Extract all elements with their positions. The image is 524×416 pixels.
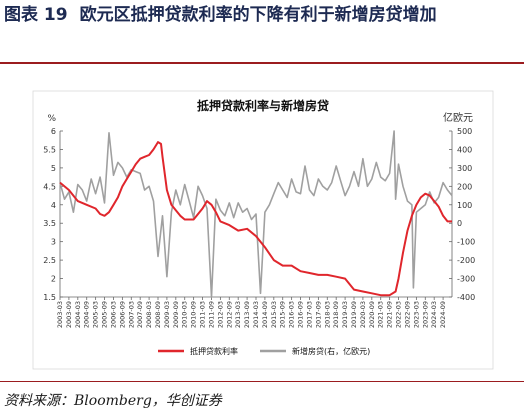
chart-frame (32, 90, 494, 370)
y-left-label: % (47, 114, 56, 124)
y-right-tick-label: -400 (457, 293, 475, 302)
x-tick-label: 2007-09 (136, 301, 144, 328)
caption-rule (0, 62, 524, 64)
x-tick-label: 2010-03 (181, 301, 189, 328)
x-tick-label: 2021-03 (377, 301, 385, 328)
y-right-tick-label: 0 (457, 219, 462, 228)
x-tick-label: 2012-09 (225, 301, 233, 328)
y-right-label: 亿欧元 (443, 111, 473, 124)
legend-label: 抵押贷款利率 (190, 346, 238, 356)
x-tick-label: 2008-03 (145, 301, 153, 328)
x-tick-label: 2015-09 (279, 301, 287, 328)
x-tick-label: 2016-09 (297, 301, 305, 328)
x-tick-label: 2024-09 (439, 301, 447, 328)
y-left-tick-label: 4.5 (43, 182, 56, 191)
y-left-tick-label: 5.5 (43, 145, 56, 154)
x-tick-label: 2015-03 (270, 301, 278, 328)
x-tick-label: 2014-03 (252, 301, 260, 328)
x-tick-label: 2005-09 (101, 301, 109, 328)
x-tick-label: 2021-09 (386, 301, 394, 328)
y-right-tick-label: 100 (457, 201, 472, 210)
x-tick-label: 2003-09 (65, 301, 73, 328)
x-tick-label: 2019-09 (350, 301, 358, 328)
y-left-tick-label: 5 (51, 164, 56, 173)
x-tick-label: 2003-03 (56, 301, 64, 328)
y-left-tick-label: 4 (51, 201, 56, 210)
x-tick-label: 2008-09 (154, 301, 162, 328)
figure-caption: 图表 19 欧元区抵押贷款利率的下降有利于新增房贷增加 (4, 2, 520, 29)
x-tick-label: 2005-03 (92, 301, 100, 328)
series-line (59, 141, 452, 297)
x-tick-label: 2022-09 (403, 301, 411, 328)
x-tick-label: 2023-03 (412, 301, 420, 328)
x-tick-label: 2004-03 (74, 301, 82, 328)
x-tick-label: 2006-09 (118, 301, 126, 328)
y-right-tick-label: -300 (457, 275, 475, 284)
x-tick-label: 2004-09 (83, 301, 91, 328)
axes: 1.5 2 2.5 3 3.5 4 4.5 5 5.5 6 -400 -300 -200 -100 0 100… (43, 127, 475, 328)
figure-number: 图表 19 (4, 5, 68, 25)
source-note: 资料来源：Bloomberg，华创证券 (4, 393, 222, 409)
y-right-tick-label: 400 (457, 145, 472, 154)
x-tick-label: 2017-03 (305, 301, 313, 328)
legend-label: 新增房贷(右，亿欧元) (292, 346, 370, 356)
x-tick-label: 2006-03 (109, 301, 117, 328)
x-tick-label: 2020-09 (368, 301, 376, 328)
x-tick-label: 2023-09 (421, 301, 429, 328)
y-left-tick-label: 1.5 (43, 293, 56, 302)
x-tick-label: 2014-09 (261, 301, 269, 328)
y-left-tick-label: 3.5 (43, 219, 56, 228)
y-left-tick-label: 3 (51, 238, 56, 247)
x-tick-label: 2024-03 (430, 301, 438, 328)
x-tick-label: 2018-09 (332, 301, 340, 328)
y-right-tick-label: -100 (457, 238, 475, 247)
y-right-tick-label: 500 (457, 127, 472, 136)
y-left-tick-label: 2 (51, 275, 56, 284)
x-tick-label: 2022-03 (395, 301, 403, 328)
x-tick-label: 2020-03 (359, 301, 367, 328)
source-rule (0, 381, 524, 382)
y-right-tick-label: 200 (457, 182, 472, 191)
legend: 抵押贷款利率 新增房贷(右，亿欧元) (158, 346, 370, 356)
x-tick-label: 2011-09 (207, 301, 215, 328)
x-tick-label: 2012-03 (216, 301, 224, 328)
x-tick-label: 2010-09 (190, 301, 198, 328)
x-tick-label: 2009-09 (172, 301, 180, 328)
x-tick-label: 2017-09 (314, 301, 322, 328)
y-left-tick-label: 6 (51, 127, 56, 136)
x-tick-label: 2013-03 (234, 301, 242, 328)
chart-title: 抵押贷款利率与新增房贷 (197, 98, 329, 113)
y-left-tick-label: 2.5 (43, 256, 56, 265)
x-tick-label: 2011-03 (199, 301, 207, 328)
series-layer (59, 130, 453, 298)
figure-title: 欧元区抵押贷款利率的下降有利于新增房贷增加 (79, 5, 437, 25)
x-tick-label: 2009-03 (163, 301, 171, 328)
series-line (59, 130, 453, 298)
x-tick-label: 2018-03 (323, 301, 331, 328)
x-tick-label: 2019-03 (341, 301, 349, 328)
y-right-tick-label: 300 (457, 164, 472, 173)
x-tick-label: 2007-03 (127, 301, 135, 328)
x-tick-label: 2013-09 (243, 301, 251, 328)
y-right-tick-label: -200 (457, 256, 475, 265)
x-tick-label: 2016-03 (288, 301, 296, 328)
